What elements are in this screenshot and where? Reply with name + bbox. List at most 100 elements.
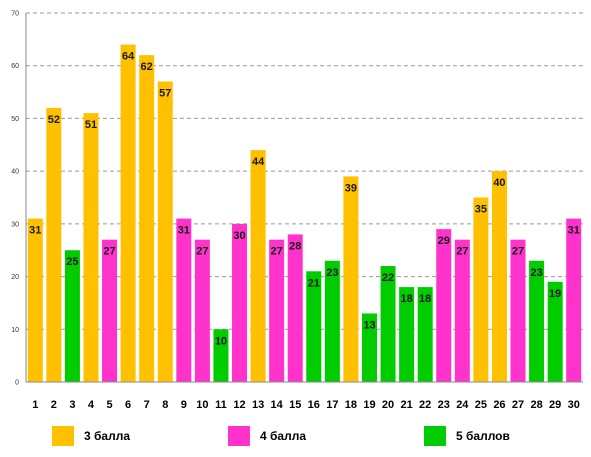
x-tick-label: 13: [252, 399, 264, 411]
legend-label: 5 баллов: [456, 429, 510, 443]
bar: [194, 239, 210, 382]
bar: [324, 260, 340, 382]
bar: [380, 266, 396, 382]
data-label: 27: [271, 246, 283, 258]
bar: [83, 113, 99, 383]
bar: [491, 171, 507, 382]
gridlines: [26, 12, 583, 330]
data-label: 13: [363, 319, 375, 331]
x-tick-label: 17: [326, 399, 338, 411]
x-tick-label: 5: [106, 399, 112, 411]
x-tick-label: 27: [512, 399, 524, 411]
legend-item-5: 5 баллов: [424, 424, 510, 448]
x-tick-label: 28: [530, 399, 542, 411]
data-label: 40: [493, 177, 505, 189]
x-tick-label: 7: [144, 399, 150, 411]
data-label: 44: [252, 156, 265, 168]
bar: [436, 229, 452, 382]
x-tick-label: 18: [345, 399, 357, 411]
bars: [27, 44, 582, 383]
x-tick-label: 21: [400, 399, 412, 411]
data-label: 23: [326, 267, 338, 279]
data-label: 28: [289, 240, 301, 252]
data-label: 25: [66, 256, 78, 268]
x-tick-label: 9: [181, 399, 187, 411]
bar: [287, 234, 303, 382]
bar: [27, 218, 43, 382]
data-label: 21: [308, 277, 320, 289]
bar: [547, 281, 563, 382]
x-tick-label: 4: [88, 399, 95, 411]
bar: [510, 239, 526, 382]
data-label: 31: [178, 225, 190, 237]
x-tick-label: 20: [382, 399, 394, 411]
x-tick-label: 29: [549, 399, 561, 411]
bar: [46, 107, 62, 382]
x-tick-label: 23: [438, 399, 450, 411]
bar: [361, 313, 377, 382]
x-axis-categories: 1 2 3 4 5 6 7 8 9 10 11 12 13 14 15 16 17 18 19 20 21 22 23 24 2…: [32, 399, 580, 411]
data-label: 27: [196, 246, 208, 258]
bar: [566, 218, 582, 382]
legend-item-3: 3 балла: [52, 424, 130, 448]
data-label: 30: [233, 230, 245, 242]
x-tick-label: 22: [419, 399, 431, 411]
y-tick-label: 0: [15, 380, 19, 387]
bar: [269, 239, 285, 382]
x-tick-label: 30: [568, 399, 580, 411]
bar: [473, 197, 489, 382]
legend-label: 3 балла: [84, 429, 131, 443]
data-label: 18: [419, 293, 431, 305]
x-tick-label: 11: [215, 399, 227, 411]
x-tick-label: 2: [51, 399, 57, 411]
bar: [306, 271, 322, 382]
x-tick-label: 6: [125, 399, 131, 411]
bar: [250, 150, 266, 382]
y-tick-label: 50: [11, 116, 19, 123]
x-tick-label: 26: [493, 399, 505, 411]
x-tick-label: 10: [196, 399, 208, 411]
data-label: 19: [549, 288, 561, 300]
bar: [176, 218, 192, 382]
bar: [64, 250, 80, 382]
legend-item-4: 4 балла: [228, 424, 306, 448]
x-tick-label: 8: [162, 399, 168, 411]
y-tick-label: 40: [11, 169, 19, 176]
data-labels: 31 52 25 51 27 64 62 57 31 27 10 30 44 27 28 21 23 39 13 22…: [29, 51, 580, 348]
x-tick-label: 14: [271, 399, 284, 411]
bar: [399, 287, 415, 382]
data-label: 18: [400, 293, 412, 305]
y-axis-ticks: 0 10 20 30 40 50 60 70: [11, 11, 19, 387]
bar: [157, 81, 173, 383]
bar: [343, 176, 359, 382]
data-label: 51: [85, 119, 97, 131]
bar: [232, 223, 248, 382]
data-label: 22: [382, 272, 394, 284]
data-label: 29: [438, 235, 450, 247]
legend-swatch: [52, 426, 74, 446]
data-label: 57: [159, 88, 171, 100]
legend-swatch: [424, 426, 446, 446]
data-label: 35: [475, 204, 487, 216]
y-tick-label: 10: [11, 327, 19, 334]
data-label: 27: [103, 246, 115, 258]
x-tick-label: 3: [69, 399, 75, 411]
data-label: 62: [141, 61, 153, 73]
data-label: 31: [29, 225, 41, 237]
y-tick-label: 70: [11, 11, 19, 18]
data-label: 39: [345, 182, 357, 194]
bar: [102, 239, 118, 382]
bar: [139, 55, 155, 383]
bar: [417, 287, 433, 382]
y-tick-label: 60: [11, 63, 19, 70]
bar: [454, 239, 470, 382]
y-tick-label: 30: [11, 221, 19, 228]
data-label: 23: [530, 267, 542, 279]
bar: [529, 260, 545, 382]
y-tick-label: 20: [11, 274, 19, 281]
x-tick-label: 1: [32, 399, 38, 411]
legend-swatch: [228, 426, 250, 446]
data-label: 31: [568, 225, 580, 237]
data-label: 27: [456, 246, 468, 258]
